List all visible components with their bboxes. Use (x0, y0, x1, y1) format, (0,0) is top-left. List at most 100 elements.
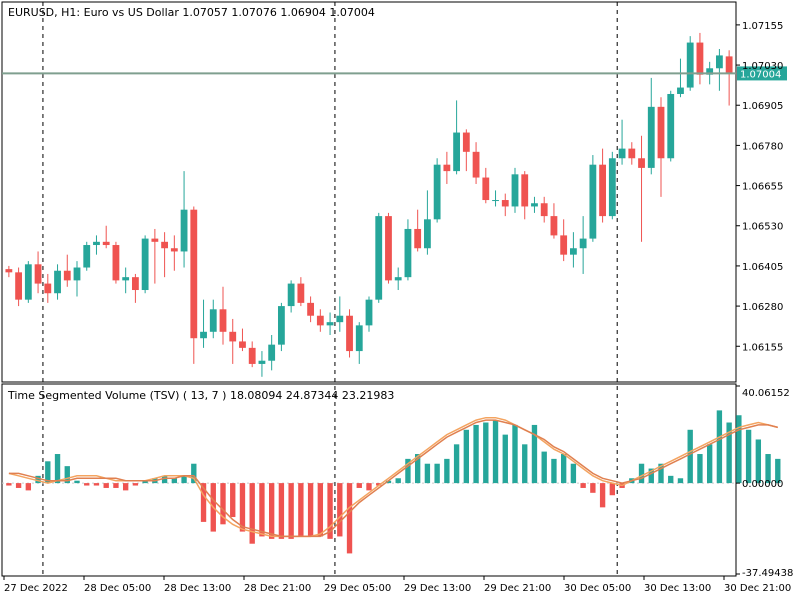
tsv-bar (560, 454, 567, 484)
tsv-bar (181, 475, 187, 484)
candle-body (725, 56, 733, 74)
candle-body (540, 203, 548, 217)
tsv-bar (570, 463, 577, 484)
candle-body (15, 272, 23, 300)
candle-body (151, 238, 159, 242)
candle-body (83, 245, 91, 268)
candle-body (394, 277, 402, 281)
candle-body (316, 315, 324, 326)
price-tick-label: 1.06780 (742, 141, 783, 152)
time-tick-label: 28 Dec 05:00 (84, 583, 151, 594)
tsv-bar (259, 483, 265, 537)
tsv-bar (745, 429, 752, 484)
tsv-bar (775, 458, 781, 484)
candle-body (365, 299, 373, 326)
candle-body (550, 216, 558, 236)
price-tick-label: 1.06655 (742, 182, 783, 193)
tsv-bar (541, 451, 547, 484)
tsv-bar (677, 478, 684, 484)
x-axis-labels: 27 Dec 2022 28 Dec 05:00 28 Dec 13:00 28 De… (3, 576, 791, 594)
candle-body (346, 315, 353, 352)
tsv-signal-line (8, 419, 778, 538)
tsv-bar (220, 483, 226, 525)
candle-body (501, 200, 509, 207)
candle-body (209, 309, 217, 332)
candle-body (715, 55, 723, 69)
price-tick-label: 1.06530 (742, 222, 783, 233)
price-tick-label: 1.06155 (742, 342, 783, 353)
candle-body (589, 164, 597, 239)
candle-body (102, 241, 110, 246)
candle-body (472, 151, 480, 178)
tsv-bar (395, 478, 401, 484)
price-chart-title: EURUSD, H1: Euro vs US Dollar 1.07057 1.… (8, 6, 375, 19)
time-tick-label: 29 Dec 21:00 (484, 583, 551, 594)
price-tick-label: 1.06280 (742, 302, 783, 313)
tsv-bar (171, 478, 178, 484)
tsv-bar (716, 410, 723, 484)
candles (5, 32, 733, 377)
candle-body (326, 322, 334, 326)
tsv-bar (668, 475, 674, 484)
current-price-tag (737, 66, 787, 81)
price-tick-label: 1.06405 (742, 262, 783, 273)
candle-body (647, 106, 655, 168)
tsv-bar (726, 422, 732, 484)
tsv-bar (84, 483, 90, 486)
candle-body (492, 200, 499, 202)
tsv-bar (512, 424, 518, 484)
time-tick-label: 28 Dec 13:00 (164, 583, 231, 594)
candle-body (423, 219, 431, 249)
tsv-bar (522, 444, 528, 484)
candle-body (706, 68, 714, 75)
candle-body (443, 164, 451, 172)
candle-body (385, 216, 392, 281)
tsv-bar (93, 483, 100, 486)
candle-body (511, 174, 519, 207)
candle-body (297, 283, 305, 303)
tsv-bar (599, 483, 606, 508)
tsv-bar (648, 468, 654, 484)
tsv-bar (15, 483, 22, 488)
candle-body (414, 228, 422, 249)
candle-body (638, 158, 645, 168)
candle-body (579, 238, 587, 249)
tsv-bar (502, 434, 508, 484)
candle-body (34, 264, 42, 284)
candle-body (63, 270, 71, 281)
tsv-bar (288, 483, 294, 539)
candle-body (608, 158, 616, 217)
tsv-bar (434, 463, 440, 484)
candle-body (44, 283, 52, 294)
candle-body (453, 132, 461, 172)
tsv-bar (414, 454, 421, 484)
candle-body (141, 238, 149, 291)
tsv-bar (35, 475, 41, 484)
tsv-bar (278, 483, 285, 539)
candle-body (239, 341, 246, 348)
tsv-bar (307, 483, 314, 537)
indicator-pane-frame (1, 383, 737, 577)
tsv-bar (317, 483, 324, 537)
tsv-lines (8, 416, 778, 538)
tsv-bar (103, 483, 109, 488)
candle-body (521, 174, 529, 207)
tsv-bar (531, 424, 538, 484)
time-tick-label: 29 Dec 13:00 (404, 583, 471, 594)
tsv-bar (200, 483, 207, 522)
tsv-bar (191, 463, 197, 484)
candle-body (531, 203, 538, 207)
candle-body (482, 177, 490, 201)
candle-body (433, 164, 441, 220)
tsv-histogram (6, 410, 781, 554)
tsv-bar (327, 483, 333, 539)
candle-body (618, 148, 626, 159)
tsv-bar (658, 463, 664, 484)
candle-body (180, 209, 188, 252)
price-tick-label: 1.07030 (742, 61, 783, 72)
candle-body (229, 331, 237, 342)
tsv-bar (132, 483, 139, 486)
tsv-bar (697, 454, 703, 484)
